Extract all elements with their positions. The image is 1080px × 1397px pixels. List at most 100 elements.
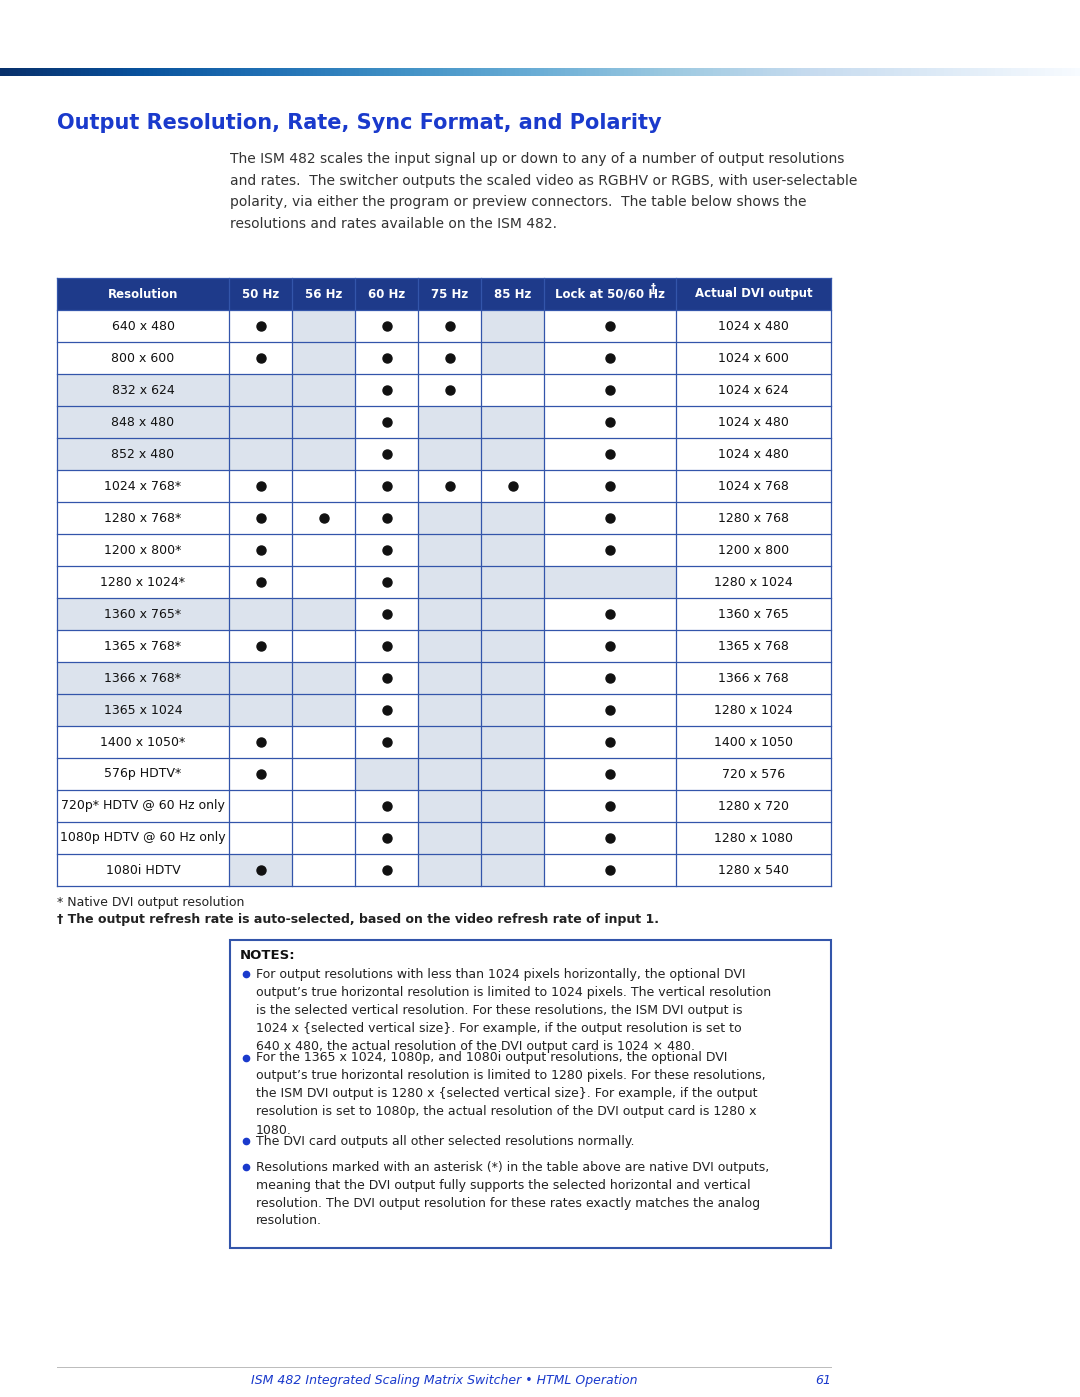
Bar [544, 566, 676, 598]
Bar [418, 439, 481, 469]
Bar [292, 469, 355, 502]
Bar [676, 759, 831, 789]
Bar [57, 759, 229, 789]
Bar [292, 598, 355, 630]
Bar [418, 759, 481, 789]
Bar [229, 469, 292, 502]
Text: 50 Hz: 50 Hz [242, 288, 279, 300]
Text: 1400 x 1050: 1400 x 1050 [714, 735, 793, 749]
Text: NOTES:: NOTES: [240, 949, 296, 963]
Text: † The output refresh rate is auto-selected, based on the video refresh rate of i: † The output refresh rate is auto-select… [57, 914, 659, 926]
Text: 832 x 624: 832 x 624 [111, 384, 174, 397]
Bar [57, 821, 229, 854]
Bar [481, 439, 544, 469]
Text: ISM 482 Integrated Scaling Matrix Switcher • HTML Operation: ISM 482 Integrated Scaling Matrix Switch… [251, 1375, 637, 1387]
Bar [292, 694, 355, 726]
Bar [292, 726, 355, 759]
Bar [676, 662, 831, 694]
Bar [292, 821, 355, 854]
Bar [57, 694, 229, 726]
Bar [292, 854, 355, 886]
Bar [418, 598, 481, 630]
Bar [229, 407, 292, 439]
Text: 1024 x 600: 1024 x 600 [718, 352, 788, 365]
Bar [481, 502, 544, 534]
Text: 1280 x 540: 1280 x 540 [718, 863, 789, 876]
Bar [676, 502, 831, 534]
Bar [229, 854, 292, 886]
Text: * Native DVI output resolution: * Native DVI output resolution [57, 895, 244, 909]
Bar [418, 694, 481, 726]
Text: 1365 x 1024: 1365 x 1024 [104, 704, 183, 717]
Text: 720p* HDTV @ 60 Hz only: 720p* HDTV @ 60 Hz only [62, 799, 225, 813]
Bar [57, 374, 229, 407]
Bar [57, 598, 229, 630]
Bar [544, 726, 676, 759]
Text: 852 x 480: 852 x 480 [111, 447, 175, 461]
Bar [292, 630, 355, 662]
Bar [481, 726, 544, 759]
Text: 1280 x 1080: 1280 x 1080 [714, 831, 793, 845]
Bar [544, 310, 676, 342]
Text: 1365 x 768*: 1365 x 768* [105, 640, 181, 652]
Bar [418, 662, 481, 694]
Text: 1366 x 768*: 1366 x 768* [105, 672, 181, 685]
Text: The DVI card outputs all other selected resolutions normally.: The DVI card outputs all other selected … [256, 1134, 635, 1148]
Bar [418, 534, 481, 566]
Bar [57, 439, 229, 469]
Bar [544, 598, 676, 630]
Bar [229, 662, 292, 694]
Bar [544, 694, 676, 726]
Text: 1280 x 720: 1280 x 720 [718, 799, 789, 813]
Bar [355, 374, 418, 407]
Text: 60 Hz: 60 Hz [368, 288, 405, 300]
Bar [481, 469, 544, 502]
Bar [57, 502, 229, 534]
Bar [229, 310, 292, 342]
Bar [676, 630, 831, 662]
Text: 1200 x 800*: 1200 x 800* [105, 543, 181, 556]
Bar [57, 726, 229, 759]
Bar [355, 726, 418, 759]
Text: For output resolutions with less than 1024 pixels horizontally, the optional DVI: For output resolutions with less than 10… [256, 968, 771, 1053]
Text: 720 x 576: 720 x 576 [721, 767, 785, 781]
Bar [292, 534, 355, 566]
Bar [418, 502, 481, 534]
Bar [57, 469, 229, 502]
Bar [481, 630, 544, 662]
Bar [292, 759, 355, 789]
Bar [292, 789, 355, 821]
Bar [544, 821, 676, 854]
Text: 1024 x 480: 1024 x 480 [718, 415, 788, 429]
Text: 1200 x 800: 1200 x 800 [718, 543, 789, 556]
Bar [418, 789, 481, 821]
Bar [676, 310, 831, 342]
Bar [676, 598, 831, 630]
Bar [481, 342, 544, 374]
Bar [229, 759, 292, 789]
Bar [544, 854, 676, 886]
Bar [292, 502, 355, 534]
Bar [57, 789, 229, 821]
Bar [544, 534, 676, 566]
Bar [544, 374, 676, 407]
Bar [57, 534, 229, 566]
Bar [355, 789, 418, 821]
Bar [229, 726, 292, 759]
Bar [355, 566, 418, 598]
Bar [57, 854, 229, 886]
Bar [676, 469, 831, 502]
Bar [544, 439, 676, 469]
Text: 1080i HDTV: 1080i HDTV [106, 863, 180, 876]
Bar [676, 439, 831, 469]
Bar [229, 598, 292, 630]
Bar [355, 630, 418, 662]
Text: 1360 x 765*: 1360 x 765* [105, 608, 181, 620]
Text: 848 x 480: 848 x 480 [111, 415, 175, 429]
Bar [230, 940, 831, 1248]
Bar [544, 630, 676, 662]
Bar [355, 598, 418, 630]
Bar [481, 598, 544, 630]
Bar [355, 342, 418, 374]
Text: †: † [650, 284, 656, 293]
